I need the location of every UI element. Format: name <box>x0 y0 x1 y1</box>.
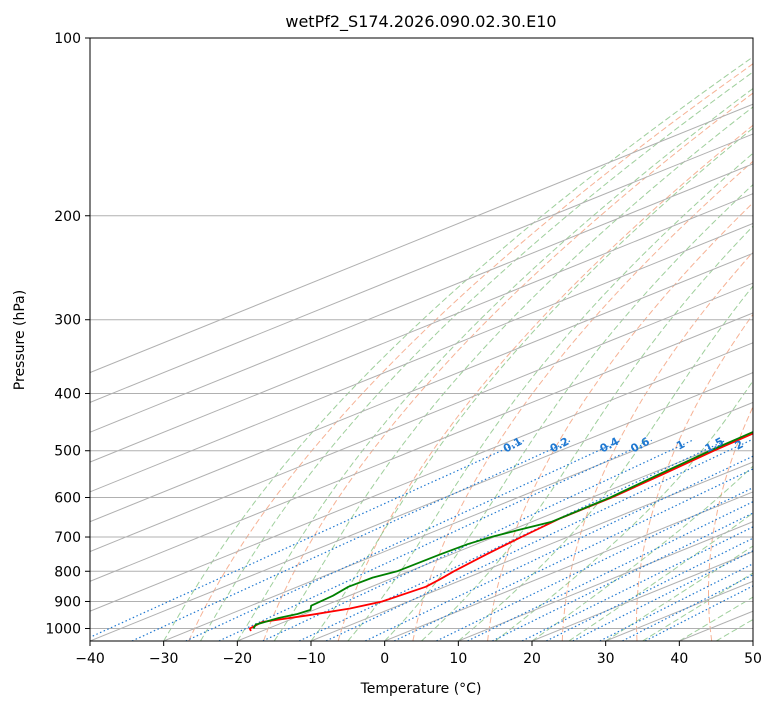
moist-adiabat-line <box>494 380 753 641</box>
mixing-ratio-lines <box>90 439 753 641</box>
moist-adiabat-line <box>236 87 753 641</box>
dry-adiabat-line <box>487 202 753 641</box>
mixing-ratio-line <box>262 439 693 641</box>
x-tick-label: −40 <box>75 651 105 667</box>
series-lines <box>248 430 753 632</box>
dry-adiabat-line <box>337 124 753 641</box>
isotherm-line <box>90 252 753 523</box>
mixing-ratio-line <box>185 439 622 641</box>
moist-adiabat-line <box>163 56 753 641</box>
x-tick-label: 10 <box>449 651 467 667</box>
dry-adiabat-line <box>636 313 753 641</box>
mixing-ratio-line <box>298 439 727 641</box>
x-tick-label: 20 <box>523 651 541 667</box>
dry-adiabat-line <box>263 92 753 641</box>
moist-adiabat-line <box>200 71 753 641</box>
mixing-ratio-labels: 0.10.20.40.611.52346810131620253036 <box>501 435 745 456</box>
x-tick-label: 30 <box>597 651 615 667</box>
skewed-isotherms <box>90 103 753 641</box>
isotherm-line <box>90 103 753 374</box>
moist-adiabat-line <box>457 285 753 641</box>
y-tick-label: 400 <box>54 387 81 403</box>
moist-adiabats <box>163 56 753 641</box>
y-tick-label: 300 <box>54 313 81 329</box>
moist-adiabat-line <box>568 512 753 641</box>
isotherm-line <box>163 401 753 641</box>
x-tick-label: −30 <box>149 651 179 667</box>
isotherm-line <box>90 312 753 582</box>
y-axis-title: Pressure (hPa) <box>12 290 28 390</box>
moist-adiabat-line <box>384 183 753 641</box>
isotherm-line <box>310 461 753 641</box>
isotherm-line <box>458 521 753 641</box>
mixing-ratio-line <box>644 585 753 641</box>
x-tick-label: 40 <box>670 651 688 667</box>
chart-title: wetPf2_S174.2026.090.02.30.E10 <box>285 12 556 32</box>
moist-adiabat-line <box>310 127 753 641</box>
mixing-ratio-line <box>218 439 653 641</box>
plot-area: -100-90-80-70-60-50-40-30-20-10 0.10.20.… <box>90 38 753 641</box>
x-axis: −40 −30 −20 −10 0 10 20 30 40 50 <box>75 641 762 667</box>
x-tick-label: 0 <box>380 651 389 667</box>
isotherm-line <box>237 431 753 641</box>
temperature-profile-line <box>248 432 753 632</box>
dry-adiabat-line <box>188 63 753 641</box>
x-tick-label: −10 <box>296 651 326 667</box>
mixing-ratio-line <box>572 550 753 641</box>
y-tick-label: 900 <box>54 594 81 610</box>
isotherm-line <box>90 282 753 553</box>
isotherm-line <box>90 193 753 463</box>
moist-adiabat-line <box>273 106 753 641</box>
mixing-ratio-line <box>393 468 753 641</box>
isotherm-line <box>90 133 753 403</box>
pressure-grid <box>90 38 753 629</box>
moist-adiabat-line <box>605 545 753 641</box>
y-axis: 1000 900 800 700 600 500 400 300 200 100 <box>45 31 90 637</box>
isotherm-line <box>90 222 753 493</box>
x-tick-label: 50 <box>744 651 762 667</box>
x-tick-label: −20 <box>223 651 253 667</box>
plot-frame <box>89 37 754 642</box>
mixing-ratio-line <box>467 501 753 641</box>
mixing-ratio-line <box>325 439 751 641</box>
y-tick-label: 500 <box>54 444 81 460</box>
y-tick-label: 200 <box>54 209 81 225</box>
mixing-ratio-line <box>365 455 753 641</box>
y-tick-label: 1000 <box>45 621 81 637</box>
mixing-ratio-line <box>90 439 525 638</box>
y-tick-label: 600 <box>54 490 81 506</box>
dry-adiabat-line <box>708 405 753 641</box>
moist-adiabat-line <box>421 225 753 641</box>
isotherm-line <box>90 342 753 612</box>
isotherm-line <box>90 372 753 641</box>
y-tick-label: 700 <box>54 530 81 546</box>
isotherm-line <box>90 163 753 433</box>
moist-adiabat-line <box>679 596 753 641</box>
isotherm-line <box>384 491 753 641</box>
x-axis-title: Temperature (°C) <box>360 681 482 697</box>
y-tick-label: 800 <box>54 564 81 580</box>
y-tick-label: 100 <box>54 31 81 47</box>
dewpoint-profile-line <box>252 430 753 629</box>
